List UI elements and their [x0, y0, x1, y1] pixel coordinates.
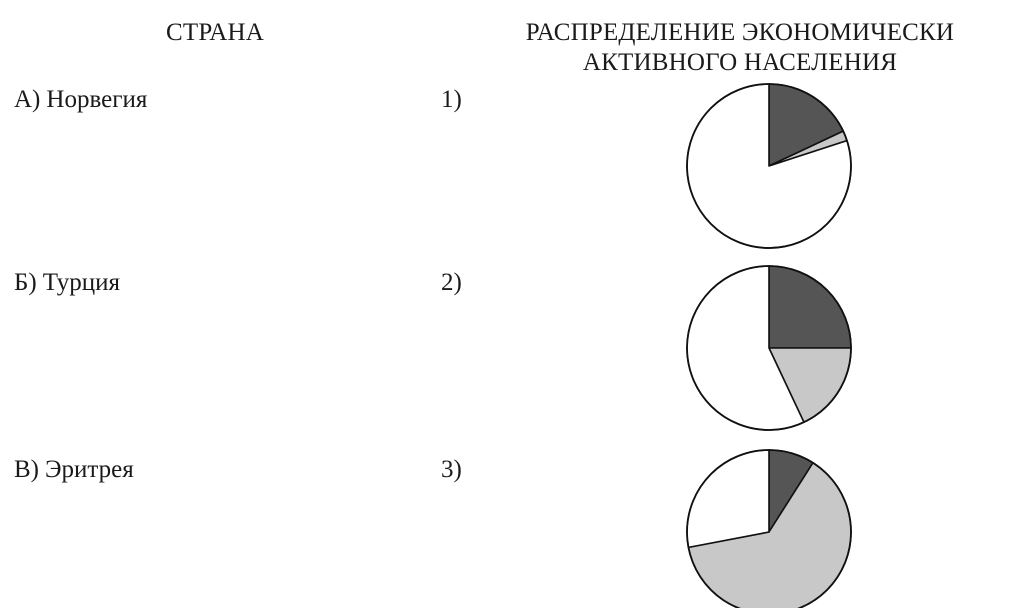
- pie-3-slice-3: [686, 449, 770, 549]
- distribution-column-header: РАСПРЕДЕЛЕНИЕ ЭКОНОМИЧЕСКИ АКТИВНОГО НАС…: [470, 18, 1010, 78]
- country-letter: Б): [14, 269, 37, 296]
- pie-chart-1: [686, 83, 852, 249]
- country-name: Норвегия: [46, 86, 148, 113]
- pie-chart-3: [686, 449, 852, 608]
- pie-1-outline: [686, 83, 852, 249]
- pie-chart-2: [686, 265, 852, 431]
- distribution-header-line-1: РАСПРЕДЕЛЕНИЕ ЭКОНОМИЧЕСКИ: [525, 19, 955, 46]
- country-name: Эритрея: [45, 456, 134, 483]
- distribution-header-line-2: АКТИВНОГО НАСЕЛЕНИЯ: [582, 49, 898, 76]
- country-row-c: В) Эритрея: [14, 455, 134, 485]
- country-letter: А): [14, 86, 41, 113]
- country-row-b: Б) Турция: [14, 268, 120, 298]
- pie-label-1: 1): [441, 86, 462, 113]
- country-letter: В): [14, 456, 39, 483]
- country-row-a: А) Норвегия: [14, 85, 147, 115]
- country-column-header: СТРАНА: [165, 19, 264, 46]
- pie-2-slice-1: [768, 265, 852, 349]
- pie-label-3: 3): [441, 456, 462, 483]
- pie-label-2: 2): [441, 269, 462, 296]
- country-name: Турция: [42, 269, 120, 296]
- pie-2-outline: [686, 265, 852, 431]
- pie-3-outline: [686, 449, 852, 608]
